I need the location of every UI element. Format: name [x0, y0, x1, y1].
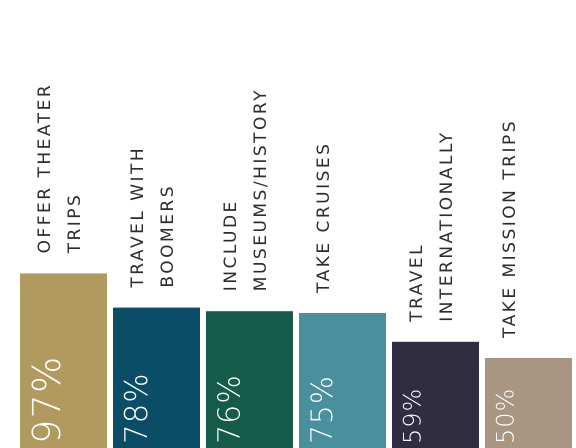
category-label-take-mission-trips-line-1: TAKE MISSION TRIPS — [500, 119, 520, 339]
category-label-offer-theater-trips-line-2: TRIPS — [65, 193, 85, 255]
category-label-travel-internationally-line-1: TRAVEL — [407, 243, 427, 323]
value-label-take-cruises: 75% — [305, 375, 340, 444]
bar-take-mission-trips — [485, 358, 572, 448]
bar-offer-theater-trips — [20, 273, 107, 448]
category-label-take-cruises-line-1: TAKE CRUISES — [314, 142, 334, 294]
category-label-offer-theater-trips-line-1: OFFER THEATER — [35, 83, 55, 254]
bar-include-museums-history — [206, 311, 293, 448]
value-label-travel-internationally: 59% — [399, 388, 427, 444]
category-label-travel-with-boomers-line-2: BOOMERS — [158, 184, 178, 288]
category-label-travel-with-boomers-line-1: TRAVEL WITH — [128, 146, 148, 289]
category-label-travel-internationally-line-2: INTERNATIONALLY — [437, 130, 457, 321]
category-label-include-museums-history-line-2: MUSEUMS/HISTORY — [251, 88, 271, 291]
bars-group — [20, 273, 572, 448]
category-labels-group: OFFER THEATER TRIPS TRAVEL WITH BOOMERS INCL… — [35, 83, 520, 339]
value-label-take-mission-trips: 50% — [492, 388, 520, 444]
bar-take-cruises — [299, 313, 386, 448]
value-label-include-museums-history: 76% — [212, 374, 247, 444]
bar-travel-with-boomers — [113, 307, 200, 448]
bar-travel-internationally — [392, 341, 479, 448]
category-label-include-museums-history-line-1: INCLUDE — [221, 199, 241, 291]
value-label-offer-theater-trips: 97% — [25, 356, 70, 444]
value-label-travel-with-boomers: 78% — [119, 372, 155, 444]
value-labels-group: 97% 78% 76% 75% 59% 50% — [25, 356, 520, 444]
